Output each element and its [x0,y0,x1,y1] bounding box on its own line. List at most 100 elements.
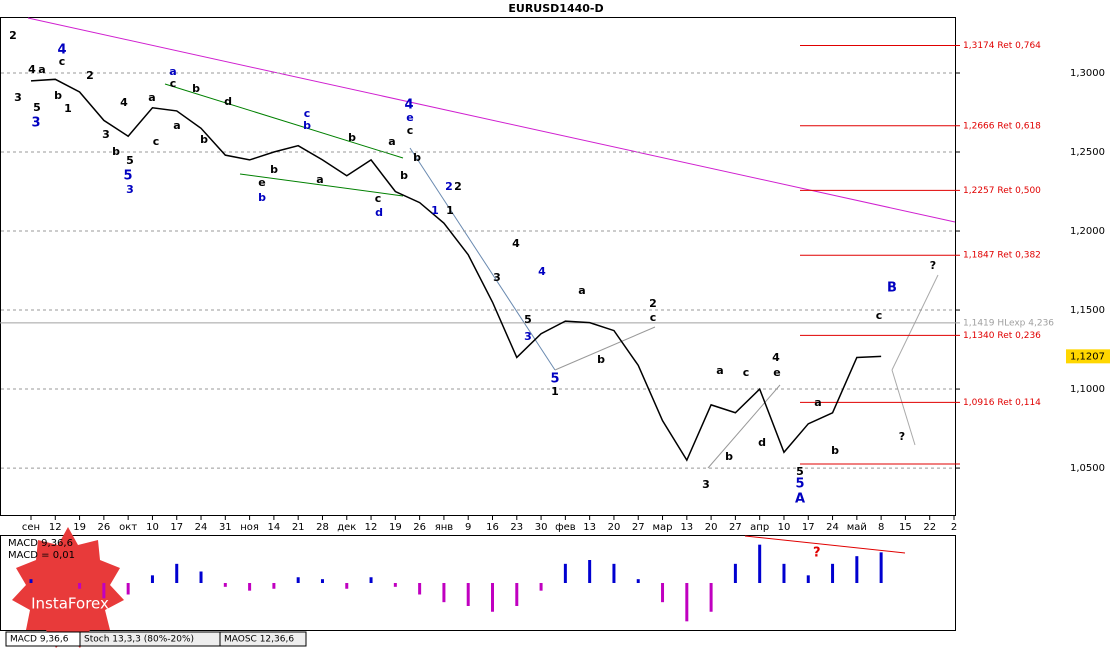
wave-label: 3 [702,478,710,491]
wave-label: a [38,63,45,76]
macd-frame [0,535,956,631]
x-tick-label: 19 [73,522,86,533]
wave-label: b [303,119,311,132]
x-tick-label: 8 [878,522,884,533]
wave-label: b [831,444,839,457]
y-tick-label: 1,0500 [1070,463,1105,474]
x-tick-label: 31 [219,522,232,533]
trendline [239,173,404,197]
x-tick-label: 13 [680,522,693,533]
wave-label: 4 [512,237,520,250]
wave-label: b [725,450,733,463]
wave-label: b [112,145,120,158]
x-tick-label: мар [653,522,673,533]
x-tick-label: фев [555,522,576,533]
wave-label: c [153,135,160,148]
wave-label: b [400,169,408,182]
wave-label: a [388,135,395,148]
x-tick-label: 24 [826,522,839,533]
wave-label: B [887,281,897,296]
wave-label: c [743,366,750,379]
x-tick-label: 16 [486,522,499,533]
level-label: 1,2666 Ret 0,618 [963,121,1041,131]
wave-label: 3 [126,183,134,196]
projection [891,369,916,446]
wave-label: 5 [550,372,559,387]
wave-label: b [597,353,605,366]
tab-label[interactable]: MACD 9,36,6 [10,635,69,645]
wave-label: 2 [86,69,94,82]
x-tick-label: 24 [195,522,208,533]
wave-label: a [814,396,821,409]
wave-line [554,326,656,371]
x-tick-label: 13 [583,522,596,533]
wave-label: 2 [454,180,462,193]
tab-label[interactable]: Stoch 13,3,3 (80%-20%) [84,635,194,645]
level-label: 1,1419 HLexp 4,236 [963,318,1054,328]
x-tick-label: 12 [365,522,378,533]
tab[interactable] [219,631,307,647]
x-tick-label: 20 [705,522,718,533]
wave-label: 3 [493,271,501,284]
wave-label: 3 [524,330,532,343]
wave-label: ? [930,259,936,272]
wave-label: 2 [9,29,17,42]
y-tick-label: 1,2000 [1070,226,1105,237]
wave-label: e [406,111,413,124]
wave-label: 4 [538,265,546,278]
price-line [30,78,882,462]
level-label: 1,3174 Ret 0,764 [963,41,1041,51]
x-tick-label: 26 [413,522,426,533]
wave-label: a [716,364,723,377]
wave-label: 4 [28,63,36,76]
x-tick-label: сен [22,522,40,533]
x-tick-label: май [847,522,867,533]
x-tick-label: 28 [316,522,329,533]
x-tick-label: 15 [899,522,912,533]
wave-line [707,384,781,469]
tab-label[interactable]: MAOSC 12,36,6 [224,635,294,645]
wave-label: ? [899,430,905,443]
wave-label: c [650,311,657,324]
x-tick-label: 27 [729,522,742,533]
trendline [27,17,956,223]
wave-label: a [173,119,180,132]
logo-badge [12,527,124,648]
trendline [164,83,404,159]
wave-label: b [270,163,278,176]
wave-label: 1 [446,204,454,217]
y-tick-label: 1,2500 [1070,147,1105,158]
wave-label: 4 [772,351,780,364]
wave-label: d [375,206,383,219]
x-tick-label: 9 [465,522,471,533]
chart-title: EURUSD1440-D [508,2,603,15]
wave-label: A [795,492,805,507]
wave-label: c [170,77,177,90]
logo-text: InstaForex [31,595,109,613]
wave-label: 5 [796,465,804,478]
wave-label: a [316,173,323,186]
wave-label: b [54,89,62,102]
y-tick-label: 1,1000 [1070,384,1105,395]
wave-label: a [148,91,155,104]
price-box [1066,349,1110,364]
x-tick-label: 27 [632,522,645,533]
wave-line [409,147,556,371]
macd-note: ? [813,546,821,561]
wave-label: a [169,65,176,78]
wave-label: 2 [445,180,453,193]
wave-label: e [258,176,265,189]
y-tick-label: 1,1500 [1070,305,1105,316]
wave-label: b [258,191,266,204]
wave-label: c [59,55,66,68]
x-tick-label: 17 [802,522,815,533]
level-label: 1,0916 Ret 0,114 [963,398,1041,408]
wave-label: 1 [64,102,72,115]
wave-label: c [407,124,414,137]
x-tick-label: 14 [268,522,281,533]
wave-label: d [224,95,232,108]
wave-label: 5 [33,101,41,114]
wave-label: 1 [551,385,559,398]
